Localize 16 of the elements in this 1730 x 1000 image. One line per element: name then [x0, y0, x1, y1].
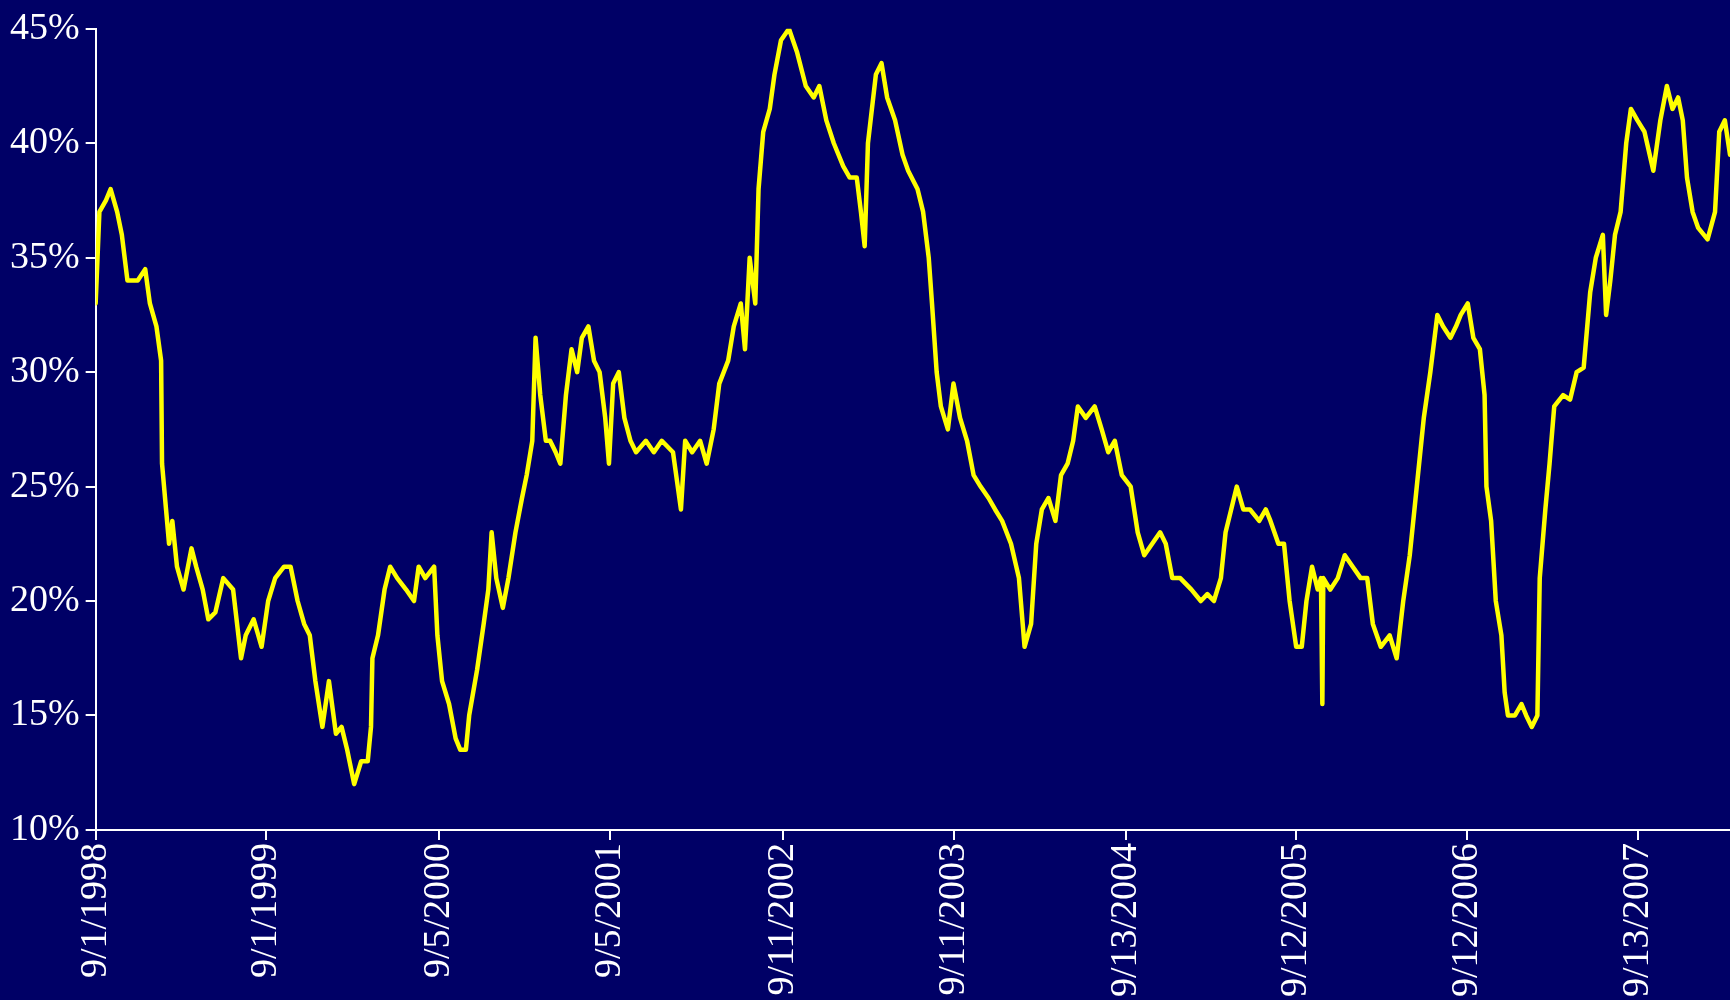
y-tick-label: 25% — [10, 462, 80, 505]
x-tick-label: 9/11/2002 — [759, 842, 802, 996]
y-tick-label: 20% — [10, 576, 80, 619]
y-tick-label: 45% — [10, 4, 80, 47]
x-tick-label: 9/12/2005 — [1272, 842, 1315, 998]
y-tick-label: 15% — [10, 691, 80, 734]
y-tick-label: 40% — [10, 119, 80, 162]
x-tick-label: 9/12/2006 — [1442, 842, 1485, 998]
y-tick-label: 30% — [10, 348, 80, 391]
x-tick-label: 9/1/1999 — [242, 842, 285, 979]
x-tick-label: 9/13/2007 — [1613, 842, 1656, 998]
x-tick-label: 9/13/2004 — [1101, 842, 1144, 998]
y-tick-label: 35% — [10, 233, 80, 276]
x-tick-label: 9/11/2003 — [929, 842, 972, 996]
x-tick-label: 9/5/2001 — [585, 842, 628, 979]
x-tick-label: 9/5/2000 — [415, 842, 458, 979]
